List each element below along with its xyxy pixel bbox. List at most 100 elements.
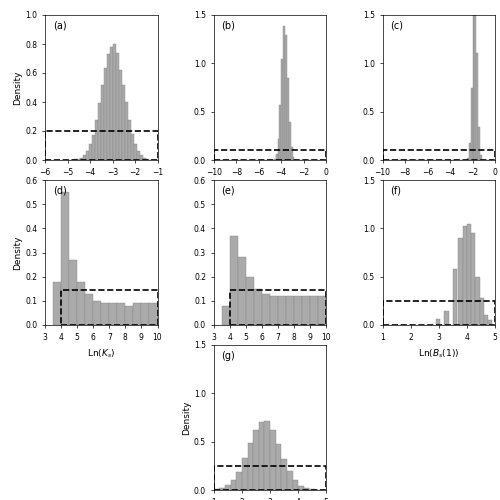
Bar [106,54,110,160]
Bar [310,296,318,325]
Bar [484,316,488,325]
Bar [270,430,276,490]
Bar [238,258,246,325]
Text: (b): (b) [222,21,235,31]
Bar [112,44,116,160]
Bar [262,294,270,325]
Bar [302,296,310,325]
Bar [230,480,236,490]
Bar [134,303,141,325]
Bar [104,68,106,160]
Bar [382,301,495,325]
Bar [474,0,476,160]
Bar [140,155,142,160]
Bar [150,303,158,325]
Bar [285,34,287,160]
Bar [382,150,495,160]
Bar [134,144,136,160]
Bar [259,422,264,490]
Y-axis label: Density: Density [14,70,22,105]
Bar [472,0,474,160]
Bar [122,86,124,160]
Bar [470,88,472,160]
Bar [136,151,140,160]
X-axis label: Ln($r$): Ln($r$) [90,182,112,194]
Bar [270,296,278,325]
Bar [80,158,82,160]
Bar [93,301,101,325]
Bar [116,53,118,160]
Bar [480,298,484,325]
Bar [242,458,248,490]
Bar [94,120,98,160]
X-axis label: Ln($q_s$): Ln($q_s$) [256,182,284,195]
Bar [246,276,254,325]
Bar [467,224,471,325]
Bar [110,47,112,160]
Y-axis label: Density: Density [182,400,191,434]
Bar [274,159,276,160]
Bar [292,480,298,490]
Bar [214,466,326,490]
Bar [469,143,470,160]
Bar [264,420,270,490]
X-axis label: Ln($B_s$(1)): Ln($B_s$(1)) [418,347,460,360]
Bar [118,70,122,160]
Bar [53,282,61,325]
Bar [124,102,128,160]
X-axis label: Ln($q_d$): Ln($q_d$) [424,182,453,195]
Bar [253,430,259,490]
Bar [98,103,100,160]
Bar [276,154,278,160]
Bar [85,294,93,325]
Bar [458,238,462,325]
Bar [292,157,294,160]
Text: (f): (f) [390,186,402,196]
Bar [488,320,492,325]
Bar [294,296,302,325]
Bar [101,303,110,325]
Text: (a): (a) [53,21,66,31]
Bar [220,488,225,490]
Bar [236,472,242,490]
Bar [130,134,134,160]
Bar [276,444,281,490]
Bar [281,458,287,490]
Text: (d): (d) [53,186,66,196]
Y-axis label: Density: Density [14,236,22,270]
Bar [77,282,85,325]
Bar [298,486,304,490]
Bar [476,276,480,325]
Bar [45,131,158,160]
Bar [142,303,150,325]
Bar [146,159,148,160]
Bar [69,260,77,325]
Bar [86,152,88,160]
Bar [318,296,326,325]
Text: (e): (e) [222,186,235,196]
Bar [281,59,283,160]
Bar [76,159,80,160]
Bar [280,105,281,160]
Bar [287,78,289,160]
X-axis label: Ln($K_s$): Ln($K_s$) [87,347,116,360]
Bar [290,147,292,160]
Bar [467,158,469,160]
Bar [278,296,286,325]
Bar [471,233,476,325]
Bar [88,144,92,160]
Bar [230,236,238,325]
Bar [230,290,326,325]
Bar [110,303,118,325]
Bar [283,26,285,160]
Bar [254,289,262,325]
Bar [304,488,310,490]
Bar [462,226,467,325]
Bar [278,140,280,160]
Bar [289,122,290,160]
Text: (c): (c) [390,21,404,31]
Bar [225,486,230,490]
Bar [476,53,478,160]
Bar [126,306,134,325]
Bar [436,319,440,325]
